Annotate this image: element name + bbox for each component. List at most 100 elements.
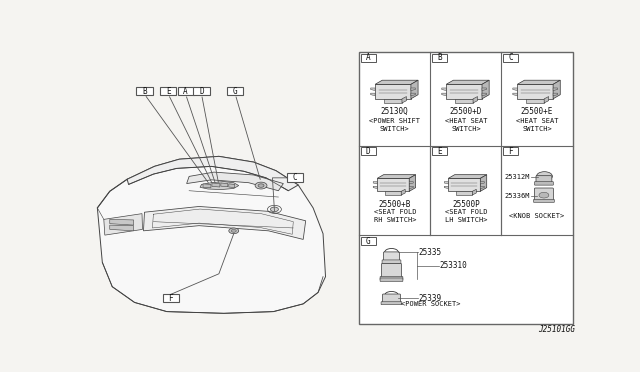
Text: F: F [508,147,513,156]
Text: 25500+D: 25500+D [450,107,482,116]
FancyBboxPatch shape [503,54,518,61]
Polygon shape [448,179,480,191]
Polygon shape [221,183,228,187]
Polygon shape [411,80,418,99]
Text: B: B [437,53,442,62]
FancyBboxPatch shape [534,182,554,185]
FancyBboxPatch shape [193,87,210,95]
FancyBboxPatch shape [227,87,243,95]
FancyBboxPatch shape [534,199,554,202]
Text: <HEAT SEAT
SWITCH>: <HEAT SEAT SWITCH> [516,118,558,132]
Polygon shape [473,97,477,103]
Text: G: G [366,237,371,246]
FancyBboxPatch shape [287,173,303,182]
Polygon shape [553,93,557,96]
Text: 25500P: 25500P [452,201,480,209]
Polygon shape [104,214,143,235]
Text: <HEAT SEAT
SWITCH>: <HEAT SEAT SWITCH> [445,118,487,132]
FancyBboxPatch shape [177,87,194,95]
Circle shape [228,228,239,234]
Polygon shape [482,93,486,96]
Text: C: C [292,173,297,182]
FancyBboxPatch shape [536,176,552,183]
Text: 25339: 25339 [419,294,442,303]
Polygon shape [526,99,544,103]
Polygon shape [446,80,489,84]
FancyBboxPatch shape [432,147,447,155]
Polygon shape [187,172,284,191]
Polygon shape [371,93,375,96]
Polygon shape [480,186,484,189]
Polygon shape [513,88,517,90]
Text: C: C [508,53,513,62]
Polygon shape [110,225,134,231]
Polygon shape [385,191,401,195]
Circle shape [536,171,552,181]
Polygon shape [448,175,486,179]
Circle shape [231,230,236,232]
Polygon shape [200,182,239,190]
Circle shape [539,192,549,198]
Polygon shape [409,186,413,189]
FancyBboxPatch shape [361,147,376,155]
FancyBboxPatch shape [432,54,447,61]
Polygon shape [480,175,486,191]
Polygon shape [480,182,484,184]
Polygon shape [455,99,473,103]
Text: <KNOB SOCKET>: <KNOB SOCKET> [509,214,564,219]
Polygon shape [411,88,415,90]
Polygon shape [375,80,418,84]
Polygon shape [456,191,472,195]
Circle shape [258,184,264,187]
Text: <POWER SOCKET>: <POWER SOCKET> [401,301,461,307]
FancyBboxPatch shape [361,54,376,61]
Polygon shape [444,182,448,184]
Text: 253310: 253310 [440,262,467,270]
Polygon shape [544,97,548,103]
Polygon shape [409,182,413,184]
Text: A: A [183,87,188,96]
Polygon shape [110,219,134,225]
Text: G: G [233,87,237,96]
FancyBboxPatch shape [136,87,152,95]
Polygon shape [229,184,235,187]
Polygon shape [127,156,298,191]
Polygon shape [203,184,211,188]
Text: <SEAT FOLD
RH SWITCH>: <SEAT FOLD RH SWITCH> [374,209,416,223]
Text: E: E [166,87,171,96]
Text: B: B [142,87,147,96]
FancyBboxPatch shape [381,302,402,305]
Polygon shape [143,206,306,240]
Polygon shape [446,84,482,99]
Polygon shape [401,189,405,195]
Bar [359,52,573,324]
FancyBboxPatch shape [163,294,179,302]
Text: D: D [199,87,204,96]
Circle shape [255,182,267,189]
Text: D: D [366,147,371,156]
FancyBboxPatch shape [361,237,376,245]
Text: F: F [168,294,173,303]
Polygon shape [513,93,517,96]
Text: 25500+B: 25500+B [379,201,411,209]
FancyBboxPatch shape [383,294,401,303]
Text: <SEAT FOLD
LH SWITCH>: <SEAT FOLD LH SWITCH> [445,209,487,223]
Polygon shape [411,93,415,96]
FancyBboxPatch shape [534,188,554,201]
FancyBboxPatch shape [380,278,403,282]
Polygon shape [377,179,409,191]
Polygon shape [472,189,476,195]
Polygon shape [444,186,448,189]
Polygon shape [377,175,415,179]
Polygon shape [409,175,415,191]
Polygon shape [384,99,402,103]
FancyBboxPatch shape [383,252,399,262]
Polygon shape [442,88,446,90]
Polygon shape [97,156,326,313]
FancyBboxPatch shape [380,276,403,280]
Text: J25101GG: J25101GG [538,326,575,334]
Polygon shape [371,88,375,90]
Polygon shape [482,80,489,99]
Text: 25130Q: 25130Q [381,107,409,116]
Polygon shape [375,84,411,99]
